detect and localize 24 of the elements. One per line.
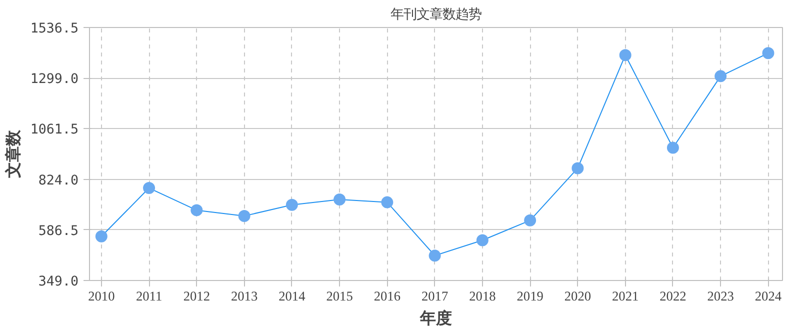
y-axis-title: 文章数 bbox=[3, 129, 22, 179]
x-tick-label: 2021 bbox=[612, 288, 639, 304]
x-tick-label: 2018 bbox=[469, 288, 496, 304]
x-axis-title: 年度 bbox=[419, 308, 452, 328]
y-tick-label: 1299.0 bbox=[30, 72, 79, 88]
x-tick-label: 2019 bbox=[516, 288, 544, 304]
x-tick-label: 2020 bbox=[564, 288, 592, 304]
x-tick-label: 2014 bbox=[278, 288, 306, 304]
x-tick-label: 2022 bbox=[660, 288, 686, 304]
x-tick-label: 2010 bbox=[88, 288, 116, 304]
y-tick-label: 349.0 bbox=[38, 274, 79, 290]
x-tick-label: 2024 bbox=[754, 288, 782, 304]
y-tick-label: 1536.5 bbox=[30, 22, 79, 36]
x-tick-label: 2011 bbox=[136, 288, 162, 304]
x-tick-label: 2013 bbox=[230, 288, 258, 304]
y-tick-label: 1061.5 bbox=[30, 122, 79, 138]
x-tick-label: 2015 bbox=[326, 288, 354, 304]
x-tick-label: 2023 bbox=[707, 288, 734, 304]
x-tick-label: 2017 bbox=[421, 288, 448, 304]
x-tick-label: 2012 bbox=[183, 288, 210, 304]
chart-title: 年刊文章数趋势 bbox=[390, 8, 482, 22]
y-tick-label: 824.0 bbox=[38, 173, 79, 188]
y-tick-label: 586.5 bbox=[38, 224, 79, 239]
x-tick-label: 2016 bbox=[374, 288, 401, 304]
